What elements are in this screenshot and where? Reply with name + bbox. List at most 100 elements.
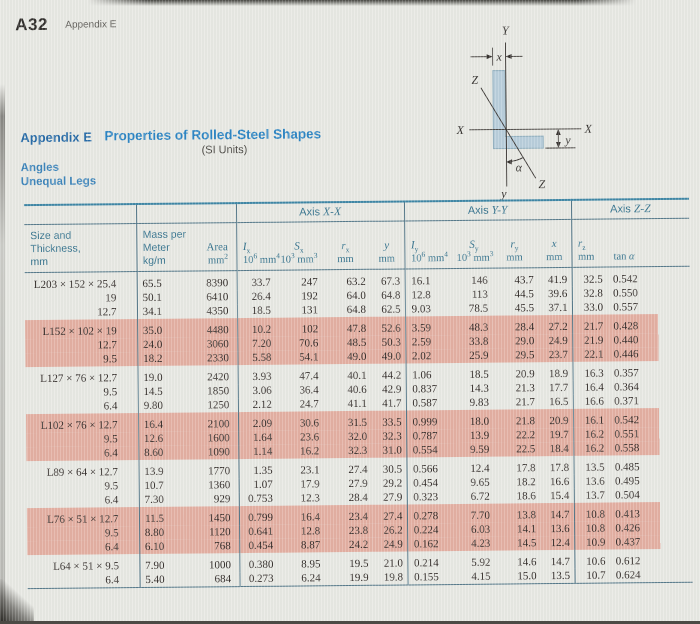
cell-y: 41.7 [371,396,406,410]
cell-x: 24.9 [538,334,572,348]
x-axis-line [469,129,581,130]
cell-rz: 16.1 [573,409,609,428]
photo-edge-top [88,0,636,6]
cell-rz: 10.9 [574,536,610,550]
cell-sy: 13.9 [458,429,493,443]
cell-tana: 0.413 [610,502,650,521]
cell-tana: 0.542 [609,408,649,427]
cell-ix: 5.58 [237,351,277,365]
cell-ix: 7.20 [237,337,277,351]
axis-group-spacer [24,204,136,225]
cell-filler [649,394,691,408]
cell-sy: 6.72 [459,490,494,504]
cell-ry: 28.4 [492,315,538,334]
angle-shape [493,70,544,148]
cell-area: 2420 [183,365,238,385]
cell-mass: 13.9 [138,460,183,479]
cell-iy: 0.554 [406,443,458,457]
cell-rz: 13.6 [574,475,610,489]
cell-sx: 8.87 [279,538,324,552]
cell-iy: 0.323 [407,490,459,504]
cell-x: 18.9 [539,362,573,381]
cell-rz: 21.9 [572,334,608,348]
cell-ry: 15.0 [495,569,541,584]
cell-tana: 0.558 [609,441,649,455]
axis-label-z-lower: Z [538,177,545,191]
cell-rz: 16.2 [573,442,609,456]
cell-area: 6410 [182,290,237,305]
cell-size: 9.5 [26,432,138,447]
cell-mass: 7.30 [139,493,184,507]
cell-iy: 0.278 [407,504,459,523]
cell-ry: 20.9 [493,362,539,381]
cell-iy: 0.837 [406,382,458,396]
cell-ry: 14.5 [494,536,540,550]
cell-ix: 10.2 [237,318,277,337]
cell-ix: 0.273 [240,572,280,587]
cell-rx: 41.1 [323,397,371,411]
cell-sx: 23.1 [278,458,323,477]
cell-mass: 35.0 [137,319,182,338]
cell-rx: 24.2 [324,538,372,552]
cell-ry: 17.8 [493,456,539,475]
cell-x: 41.9 [538,267,572,287]
cell-y: 31.0 [371,443,406,457]
cell-y: 42.9 [371,382,406,396]
cell-ry: 18.6 [494,489,540,503]
cell-y: 19.8 [373,570,408,585]
cell-rz: 33.0 [572,301,608,315]
y-dim-arrow-down [556,142,561,148]
cell-rx: 23.8 [324,524,372,538]
cell-rx: 47.8 [322,317,370,336]
x-dim-arrow-right [506,54,512,59]
cell-sx: 131 [277,303,322,317]
cell-y: 30.5 [371,457,406,476]
cell-area: 2100 [183,412,238,432]
cell-tana: 0.624 [611,568,651,583]
cell-rx: 31.5 [323,411,371,430]
cell-ix: 0.641 [239,525,279,539]
cell-x: 15.4 [540,489,574,503]
cell-sy: 78.5 [457,302,492,316]
cell-ix: 0.753 [239,492,279,506]
page-number: A32 [15,15,48,35]
cell-rx: 63.2 [322,269,370,289]
cell-filler [648,266,690,286]
cell-ry: 45.5 [492,301,538,315]
dim-label-y: y [564,133,571,147]
cell-iy: 2.02 [405,349,457,363]
cell-sy: 25.9 [457,349,492,363]
cell-ix: 18.5 [237,304,277,318]
cell-size: 6.4 [26,399,138,414]
y-axis-line [505,42,506,186]
cell-rx: 27.4 [323,458,371,477]
cell-sy: 113 [457,288,492,302]
axis-group-spacer [136,203,236,223]
cell-mass: 10.7 [139,479,184,493]
cell-x: 39.6 [538,287,572,301]
cell-size: 6.4 [27,540,139,555]
cell-sy: 4.23 [459,537,494,551]
cell-iy: 16.1 [405,268,457,288]
cell-iy: 12.8 [405,288,457,302]
cell-rz: 21.7 [572,315,608,334]
cell-rz: 13.7 [574,489,610,503]
cell-sx: 102 [277,317,322,336]
cell-y: 64.8 [370,288,405,302]
cell-rz: 10.8 [574,522,610,536]
cell-tana: 0.485 [609,455,649,474]
cell-ry: 43.7 [492,268,538,288]
cell-x: 13.5 [541,569,575,584]
axis-label-x-left: X [456,123,465,137]
y-dim-arrow-up [556,129,561,135]
cell-y: 27.4 [372,504,407,523]
cell-ix: 0.799 [239,506,279,525]
cell-tana: 0.437 [610,535,650,549]
